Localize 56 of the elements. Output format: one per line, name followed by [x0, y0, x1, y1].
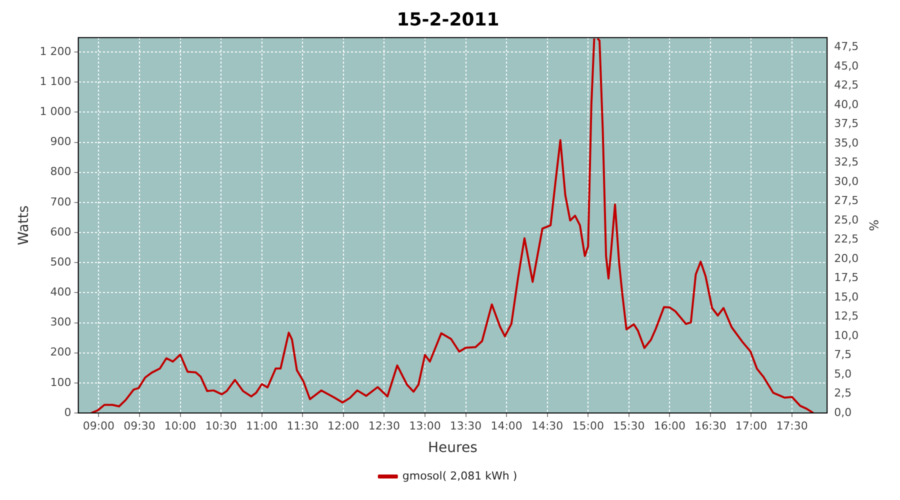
y2-tick-label: 37,5 [834, 117, 859, 130]
y2-tick-label: 5,0 [834, 367, 852, 380]
y2-tick-label: 17,5 [834, 271, 859, 284]
y2-tick-label: 40,0 [834, 98, 859, 111]
y2-tick-label: 35,0 [834, 136, 859, 150]
y-tick-label: 600 [50, 225, 72, 238]
y-tick-label: 1 000 [40, 105, 72, 118]
y2-tick-label: 25,0 [834, 213, 859, 226]
chart-title: 15-2-2011 [396, 9, 500, 30]
y2-tick-label: 45,0 [834, 59, 859, 72]
x-tick-label: 17:00 [735, 419, 768, 432]
x-tick-label: 13:30 [450, 419, 482, 432]
y-axis-title: Watts [16, 205, 32, 246]
x-tick-label: 11:30 [286, 419, 318, 432]
y-tick-label: 100 [50, 376, 72, 389]
y2-tick-label: 10,0 [834, 328, 859, 342]
x-tick-label: 14:00 [490, 419, 522, 432]
y2-tick-label: 27,5 [834, 194, 859, 208]
y-tick-label: 300 [50, 316, 72, 329]
x-tick-label: 14:30 [531, 419, 564, 432]
y-tick-label: 700 [50, 195, 72, 208]
x-axis-title: Heures [428, 440, 478, 456]
y2-tick-label: 47,5 [834, 40, 859, 54]
y-tick-label: 1 100 [40, 74, 72, 88]
y2-tick-label: 30,0 [834, 174, 859, 188]
y2-tick-label: 32,5 [834, 156, 859, 169]
y2-tick-label: 15,0 [834, 290, 859, 304]
y2-axis-title: % [866, 220, 881, 232]
y2-tick-label: 42,5 [834, 78, 859, 92]
y-tick-label: 800 [50, 165, 72, 178]
y2-tick-label: 2,5 [834, 386, 852, 400]
x-tick-label: 11:00 [246, 419, 278, 432]
y2-tick-label: 22,5 [834, 232, 859, 246]
y2-tick-label: 12,5 [834, 310, 859, 323]
x-tick-label: 10:00 [164, 419, 196, 432]
x-tick-label: 16:30 [694, 419, 726, 432]
y-tick-label: 900 [50, 135, 72, 148]
x-tick-label: 09:30 [124, 419, 156, 432]
y-tick-label: 500 [50, 255, 72, 268]
y-tick-label: 0 [64, 406, 72, 419]
x-tick-label: 15:30 [613, 419, 645, 432]
x-tick-label: 12:30 [368, 419, 400, 432]
x-tick-label: 17:30 [776, 419, 808, 432]
y-tick-label: 400 [50, 286, 72, 299]
y-tick-label: 1 200 [40, 44, 72, 58]
x-tick-label: 13:00 [409, 419, 441, 432]
y-tick-label: 200 [50, 346, 72, 359]
x-tick-label: 12:00 [328, 419, 360, 432]
x-tick-label: 10:30 [205, 419, 237, 432]
x-tick-label: 09:00 [82, 419, 115, 432]
y2-tick-label: 0,0 [834, 406, 852, 419]
x-tick-label: 15:00 [572, 419, 604, 432]
legend-label: gmosol( 2,081 kWh ) [402, 469, 518, 482]
y2-tick-label: 20,0 [834, 252, 859, 265]
x-tick-label: 16:00 [654, 419, 686, 432]
y2-tick-label: 7,5 [834, 348, 852, 362]
